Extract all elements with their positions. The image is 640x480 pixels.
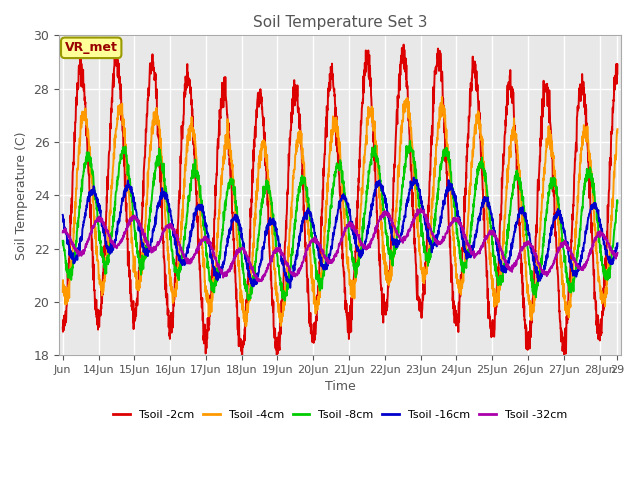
Tsoil -8cm [424,258,431,264]
Tsoil -32cm [255,278,263,284]
Tsoil -4cm [92,224,99,230]
Tsoil -32cm [406,225,414,231]
Tsoil -8cm [344,215,351,220]
Tsoil -4cm [242,323,250,329]
Tsoil -4cm [595,279,602,285]
Tsoil -8cm [59,238,67,244]
Y-axis label: Soil Temperature (C): Soil Temperature (C) [15,131,28,260]
Tsoil -8cm [529,288,536,294]
Tsoil -2cm [238,358,246,363]
Tsoil -16cm [614,240,621,246]
Tsoil -2cm [344,326,351,332]
Line: Tsoil -4cm: Tsoil -4cm [63,97,618,326]
Tsoil -2cm [407,159,415,165]
Tsoil -32cm [417,205,425,211]
Tsoil -8cm [614,200,621,205]
Tsoil -16cm [344,202,351,208]
Line: Tsoil -32cm: Tsoil -32cm [63,208,618,281]
Tsoil -4cm [424,260,431,266]
Tsoil -4cm [614,126,621,132]
X-axis label: Time: Time [324,381,355,394]
Tsoil -4cm [529,302,536,308]
Tsoil -32cm [529,245,536,251]
Tsoil -16cm [59,212,67,218]
Line: Tsoil -2cm: Tsoil -2cm [63,41,618,360]
Tsoil -8cm [92,193,99,199]
Tsoil -4cm [344,261,351,267]
Tsoil -4cm [406,118,414,123]
Tsoil -2cm [614,62,621,68]
Tsoil -32cm [92,218,99,224]
Tsoil -8cm [595,230,602,236]
Tsoil -32cm [59,229,67,235]
Tsoil -8cm [407,148,415,154]
Legend: Tsoil -2cm, Tsoil -4cm, Tsoil -8cm, Tsoil -16cm, Tsoil -32cm: Tsoil -2cm, Tsoil -4cm, Tsoil -8cm, Tsoi… [109,406,572,424]
Tsoil -32cm [424,219,431,225]
Tsoil -16cm [424,231,431,237]
Tsoil -8cm [406,138,413,144]
Tsoil -16cm [92,191,99,196]
Tsoil -2cm [92,297,99,302]
Text: VR_met: VR_met [65,41,118,54]
Tsoil -32cm [614,250,621,256]
Line: Tsoil -8cm: Tsoil -8cm [63,141,618,300]
Tsoil -2cm [111,38,118,44]
Tsoil -16cm [529,248,536,254]
Tsoil -2cm [59,325,67,331]
Tsoil -16cm [406,185,414,191]
Tsoil -2cm [529,296,536,302]
Tsoil -32cm [344,222,351,228]
Tsoil -16cm [287,285,294,291]
Title: Soil Temperature Set 3: Soil Temperature Set 3 [253,15,428,30]
Tsoil -2cm [424,224,431,229]
Tsoil -32cm [595,232,602,238]
Tsoil -4cm [59,289,67,295]
Tsoil -16cm [410,175,418,180]
Tsoil -4cm [438,94,445,100]
Tsoil -8cm [281,298,289,303]
Line: Tsoil -16cm: Tsoil -16cm [63,178,618,288]
Tsoil -2cm [595,333,602,339]
Tsoil -16cm [595,214,602,219]
